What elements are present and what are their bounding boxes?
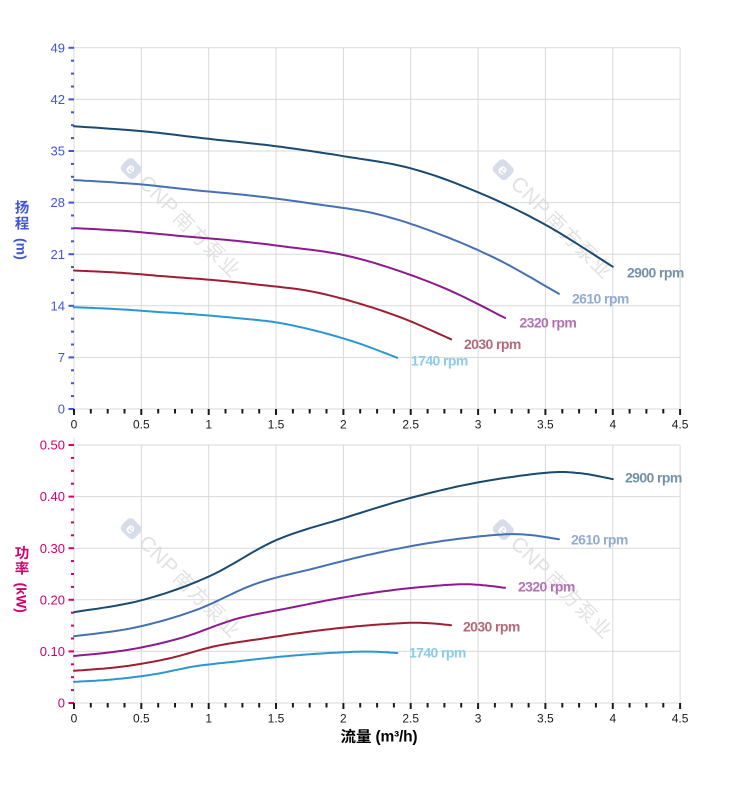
svg-text:4.5: 4.5 <box>672 418 689 432</box>
svg-text:28: 28 <box>51 195 65 210</box>
svg-text:2.5: 2.5 <box>402 712 419 726</box>
svg-text:0.5: 0.5 <box>133 418 150 432</box>
svg-text:0.50: 0.50 <box>40 438 65 453</box>
svg-text:4: 4 <box>609 418 616 432</box>
svg-text:2900 rpm: 2900 rpm <box>627 265 684 281</box>
svg-text:0.40: 0.40 <box>40 489 65 504</box>
svg-text:3.5: 3.5 <box>537 418 554 432</box>
svg-text:2610 rpm: 2610 rpm <box>571 532 628 548</box>
svg-text:2320 rpm: 2320 rpm <box>518 579 575 595</box>
svg-text:42: 42 <box>51 92 65 107</box>
svg-text:1: 1 <box>205 712 212 726</box>
svg-text:(m³/h): (m³/h) <box>376 729 418 746</box>
svg-text:2: 2 <box>340 418 347 432</box>
svg-text:2: 2 <box>340 712 347 726</box>
svg-text:1.5: 1.5 <box>268 712 285 726</box>
svg-text:0.10: 0.10 <box>40 644 65 659</box>
svg-text:0: 0 <box>71 712 78 726</box>
svg-text:35: 35 <box>51 144 65 159</box>
svg-text:49: 49 <box>51 40 65 55</box>
svg-text:0.20: 0.20 <box>40 592 65 607</box>
svg-text:1.5: 1.5 <box>268 418 285 432</box>
svg-text:0.5: 0.5 <box>133 712 150 726</box>
svg-text:(kW): (kW) <box>14 583 30 613</box>
svg-text:3: 3 <box>475 712 482 726</box>
svg-text:4: 4 <box>609 712 616 726</box>
svg-text:1740 rpm: 1740 rpm <box>411 353 468 369</box>
svg-text:1: 1 <box>205 418 212 432</box>
svg-text:0: 0 <box>58 402 65 417</box>
svg-text:2320 rpm: 2320 rpm <box>520 315 577 331</box>
svg-text:3.5: 3.5 <box>537 712 554 726</box>
svg-text:0: 0 <box>58 696 65 711</box>
svg-text:0: 0 <box>71 418 78 432</box>
svg-text:2030 rpm: 2030 rpm <box>464 336 521 352</box>
svg-text:7: 7 <box>58 350 65 365</box>
svg-text:1740 rpm: 1740 rpm <box>409 645 466 661</box>
svg-text:21: 21 <box>51 247 65 262</box>
svg-text:2610 rpm: 2610 rpm <box>572 291 629 307</box>
svg-text:2.5: 2.5 <box>402 418 419 432</box>
svg-text:4.5: 4.5 <box>672 712 689 726</box>
svg-text:14: 14 <box>51 298 65 313</box>
svg-text:2030 rpm: 2030 rpm <box>463 619 520 635</box>
svg-text:2900 rpm: 2900 rpm <box>625 470 682 486</box>
svg-text:3: 3 <box>475 418 482 432</box>
svg-text:0.30: 0.30 <box>40 541 65 556</box>
svg-text:(m): (m) <box>14 238 30 260</box>
